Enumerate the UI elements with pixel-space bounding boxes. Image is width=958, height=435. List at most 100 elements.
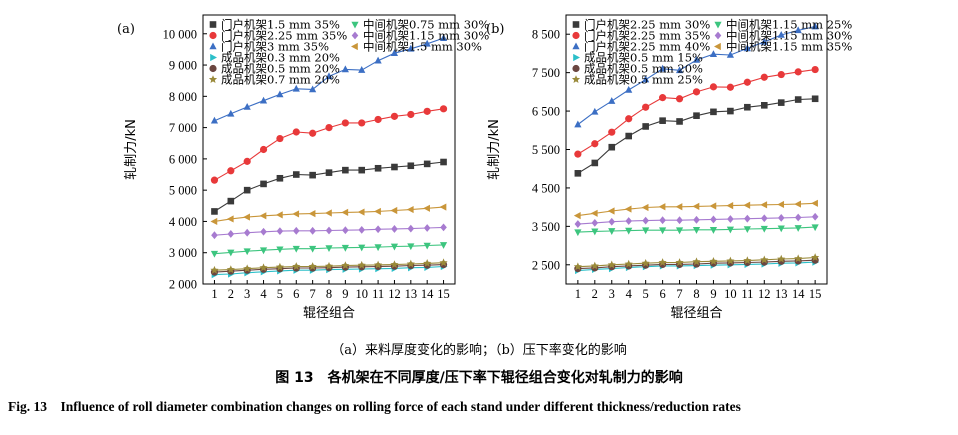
- x-tick-label: 9: [710, 287, 716, 301]
- data-point: [259, 263, 268, 272]
- data-point: [407, 162, 415, 170]
- x-tick-label: 10: [355, 287, 368, 301]
- x-tick-label: 14: [421, 287, 434, 301]
- legend-entry: 门户机架2.25 mm 40%: [584, 40, 710, 54]
- series-8: [211, 223, 447, 240]
- data-point: [325, 245, 333, 253]
- data-point: [573, 262, 582, 271]
- data-point: [292, 128, 300, 136]
- y-tick-label: 7 000: [169, 121, 197, 135]
- y-tick-label: 2 000: [169, 278, 197, 292]
- data-point: [341, 208, 349, 216]
- data-point: [243, 157, 251, 165]
- legend-entry: 中间机架1.5 mm 30%: [363, 40, 482, 54]
- series-2: [574, 65, 819, 158]
- data-point: [743, 78, 751, 86]
- x-tick-label: 6: [659, 287, 665, 301]
- data-point: [675, 66, 684, 74]
- legend-entry: 中间机架1.15 mm 30%: [363, 29, 489, 43]
- data-point: [243, 248, 251, 256]
- data-point: [407, 224, 415, 233]
- data-point: [423, 204, 430, 212]
- data-point: [259, 247, 268, 255]
- data-point: [642, 227, 650, 235]
- x-tick-label: 11: [372, 287, 384, 301]
- data-point: [811, 212, 819, 221]
- figure: (a) 2 000 3 000 4 000 5 000 6 000 7 000 8 000 9 …: [117, 14, 852, 321]
- x-tick-label: 12: [388, 287, 401, 301]
- legend-marker: [209, 42, 217, 50]
- data-point: [357, 208, 365, 216]
- legend-entry: 门户机架2.25 mm 30%: [584, 18, 710, 32]
- legend-entry: 中间机架0.75 mm 30%: [363, 18, 489, 32]
- data-point: [227, 249, 235, 257]
- data-point: [275, 262, 284, 271]
- data-point: [309, 226, 316, 235]
- x-tick-label: 2: [592, 287, 598, 301]
- y-tick-label: 4 000: [169, 215, 197, 229]
- x-tick-label: 5: [643, 287, 649, 301]
- data-point: [357, 260, 366, 269]
- y-tick-label: 8 000: [169, 90, 197, 104]
- data-point: [439, 105, 448, 113]
- data-point: [794, 96, 802, 103]
- legend-marker: [351, 42, 358, 51]
- data-point: [243, 186, 251, 194]
- data-point: [390, 260, 399, 269]
- data-point: [309, 245, 317, 253]
- data-point: [794, 225, 802, 232]
- series-1: [574, 95, 819, 177]
- data-point: [794, 68, 802, 76]
- legend-entry: 成品机架0.5 mm 15%: [584, 51, 703, 65]
- data-point: [407, 44, 415, 52]
- data-point: [574, 220, 582, 228]
- legend-entry: 门户机架2.25 mm 35%: [221, 29, 347, 43]
- data-point: [374, 225, 382, 234]
- data-point: [374, 244, 382, 252]
- data-point: [325, 124, 333, 132]
- legend-marker: [351, 21, 359, 29]
- data-point: [292, 210, 300, 218]
- x-tick-label: 12: [758, 287, 771, 301]
- data-point: [342, 226, 349, 235]
- data-point: [341, 261, 350, 270]
- legend-entry: 中间机架1.15 mm 30%: [726, 29, 852, 43]
- data-point: [726, 83, 734, 91]
- data-point: [211, 231, 218, 240]
- data-point: [641, 203, 649, 212]
- data-point: [260, 180, 267, 188]
- legend-marker: [714, 42, 721, 51]
- series-2: [210, 105, 448, 184]
- data-point: [358, 66, 366, 73]
- y-tick-label: 8 500: [532, 28, 560, 42]
- legend: 门户机架1.5 mm 35%门户机架2.25 mm 35%门户机架3 mm 35…: [208, 18, 489, 87]
- data-point: [259, 145, 268, 154]
- data-point: [794, 200, 801, 208]
- data-point: [760, 73, 768, 81]
- data-point: [243, 213, 250, 221]
- data-point: [676, 216, 683, 225]
- data-point: [709, 50, 718, 57]
- data-point: [743, 201, 751, 209]
- data-point: [760, 255, 769, 264]
- data-point: [276, 134, 284, 143]
- legend-marker: [714, 21, 722, 29]
- data-point: [374, 164, 382, 172]
- data-point: [292, 262, 301, 270]
- data-point: [590, 209, 598, 217]
- data-point: [743, 256, 752, 265]
- data-point: [659, 64, 667, 72]
- data-point: [210, 250, 219, 258]
- data-point: [309, 171, 316, 179]
- data-point: [407, 243, 415, 251]
- legend-marker: [572, 21, 580, 28]
- chart-panel-b: (b) 2 500 3 500 4 500 5 500 6 500 7 500 8 500 1 2…: [486, 14, 852, 321]
- legend-marker: [209, 64, 217, 73]
- data-point: [710, 108, 717, 116]
- data-point: [591, 140, 599, 148]
- x-tick-label: 13: [405, 287, 418, 301]
- data-point: [692, 55, 701, 63]
- data-point: [726, 202, 734, 210]
- data-point: [276, 227, 284, 236]
- legend-marker: [572, 31, 580, 40]
